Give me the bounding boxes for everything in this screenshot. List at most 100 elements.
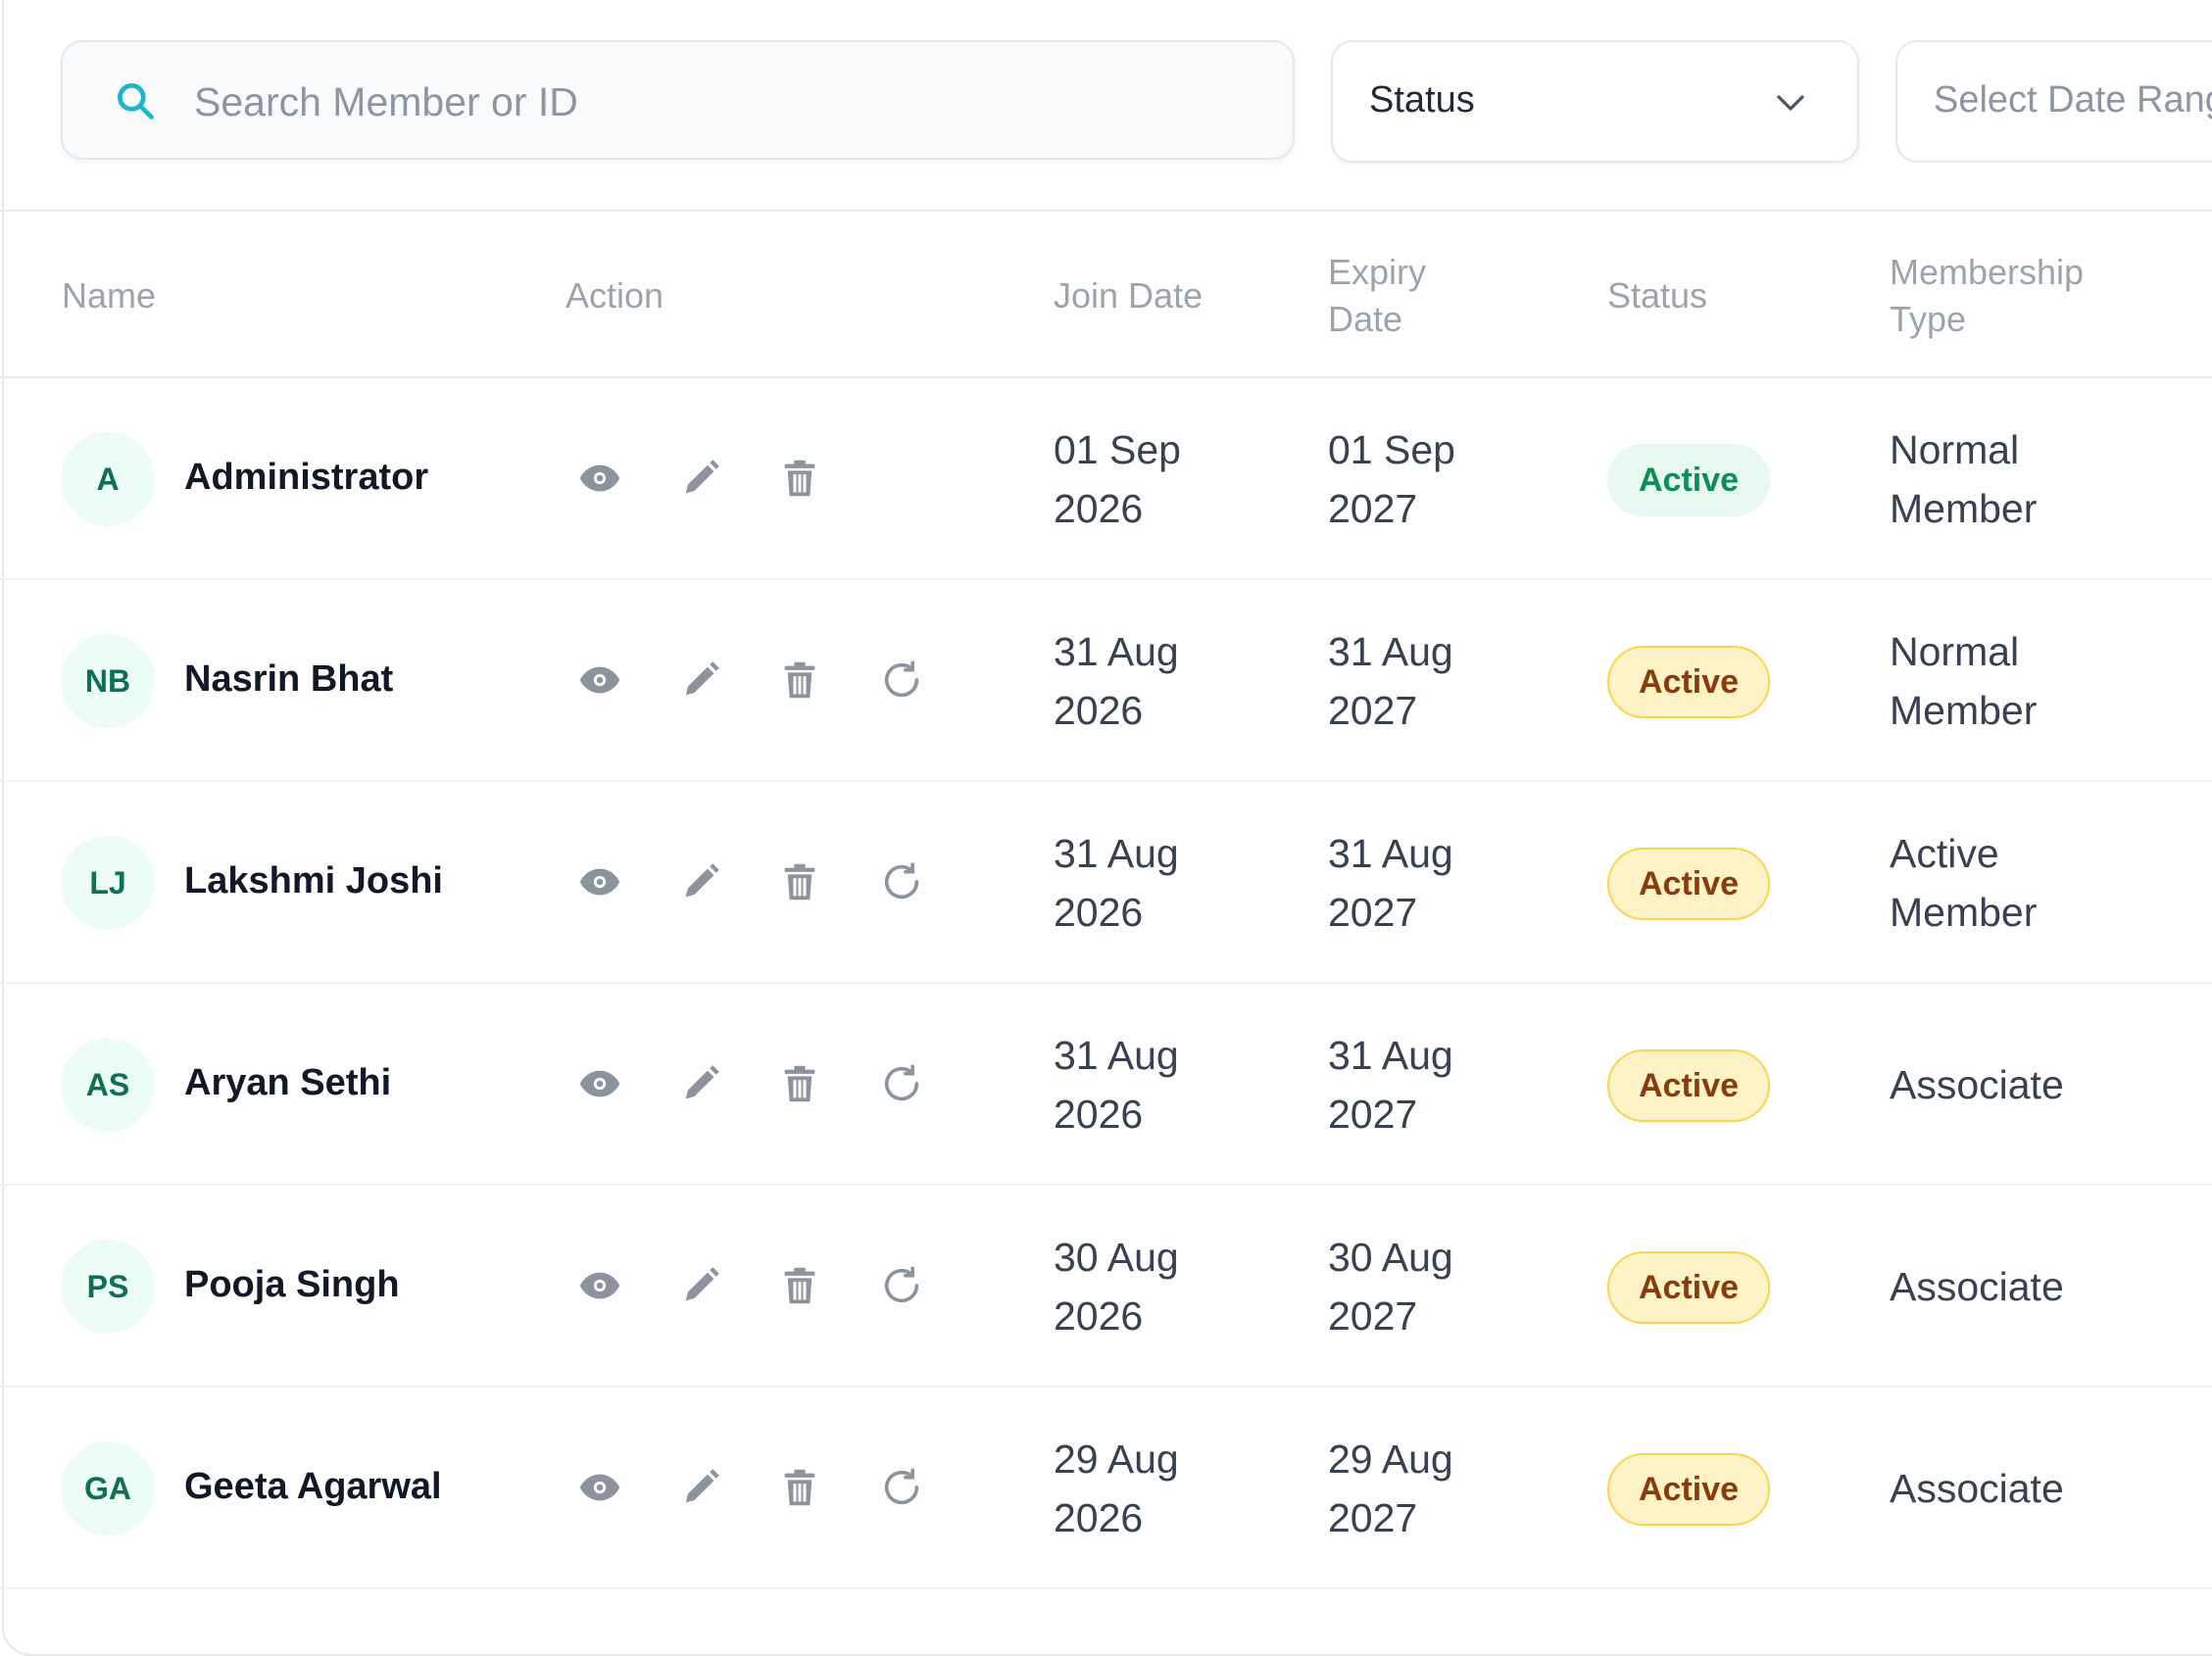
column-header-name: Name [62, 275, 157, 316]
pencil-icon [685, 460, 719, 494]
expiry-date: 31 Aug 2027 [1328, 622, 1453, 740]
expiry-date: 29 Aug 2027 [1328, 1430, 1453, 1547]
view-button[interactable] [577, 456, 622, 501]
renew-button[interactable] [879, 1061, 924, 1106]
delete-button[interactable] [777, 456, 822, 501]
trash-icon [784, 1065, 815, 1102]
membership-type: Normal Member [1890, 622, 2037, 740]
member-name[interactable]: Geeta Agarwal [184, 1466, 442, 1507]
delete-button[interactable] [777, 658, 822, 703]
renew-button[interactable] [879, 859, 924, 904]
expiry-date-day: 30 Aug [1328, 1235, 1453, 1280]
chevron-down-icon [1777, 95, 1804, 111]
status-filter-select[interactable]: Status [1331, 40, 1859, 163]
search-icon [118, 83, 154, 120]
member-name[interactable]: Lakshmi Joshi [184, 860, 443, 901]
avatar: AS [61, 1038, 155, 1132]
pencil-icon [685, 1469, 719, 1503]
view-button[interactable] [577, 1061, 622, 1106]
refresh-icon [884, 1266, 919, 1303]
column-header-expiry-line-1: Expiry [1328, 252, 1427, 292]
eye-icon [579, 666, 620, 694]
pencil-icon [685, 863, 719, 898]
expiry-date-day: 31 Aug [1328, 831, 1453, 876]
delete-button[interactable] [777, 1061, 822, 1106]
avatar: PS [61, 1240, 155, 1334]
edit-button[interactable] [678, 859, 723, 904]
join-date-year: 2026 [1054, 1092, 1144, 1137]
expiry-date-year: 2027 [1328, 486, 1418, 531]
membership-type: Associate [1890, 1062, 2064, 1107]
trash-icon [784, 863, 815, 901]
renew-button[interactable] [879, 658, 924, 703]
column-header-status: Status [1607, 275, 1708, 316]
membership-type-line-2: Member [1890, 486, 2038, 531]
expiry-date-year: 2027 [1328, 1495, 1418, 1540]
trash-icon [784, 460, 815, 497]
column-header-membership-line-2: Type [1890, 299, 1967, 339]
status-badge: Active [1607, 646, 1771, 718]
date-range-picker[interactable]: Select Date Range [1895, 40, 2212, 163]
avatar: NB [61, 634, 155, 728]
delete-button[interactable] [777, 1263, 822, 1308]
table-row[interactable]: AS Aryan Sethi 31 Aug 2026 31 Aug 2027 A… [0, 984, 2212, 1186]
column-header-membership-type: Membership Type [1890, 249, 2084, 343]
avatar: A [61, 432, 155, 526]
delete-button[interactable] [777, 1465, 822, 1510]
membership-type: Associate [1890, 1466, 2064, 1511]
join-date: 31 Aug 2026 [1054, 622, 1179, 740]
membership-type-line-1: Normal [1890, 427, 2020, 472]
eye-icon [579, 1070, 620, 1097]
membership-type-line-2: Member [1890, 688, 2038, 733]
delete-button[interactable] [777, 859, 822, 904]
status-badge: Active [1607, 1251, 1771, 1324]
edit-button[interactable] [678, 1061, 723, 1106]
trash-icon [784, 1267, 815, 1304]
table-row[interactable]: LJ Lakshmi Joshi 31 Aug 2026 31 Aug 2027… [0, 782, 2212, 984]
table-row[interactable]: A Administrator 01 Sep 2026 01 Sep 2027 … [0, 378, 2212, 580]
edit-button[interactable] [678, 456, 723, 501]
table-row[interactable]: NB Nasrin Bhat 31 Aug 2026 31 Aug 2027 A… [0, 580, 2212, 782]
member-name[interactable]: Nasrin Bhat [184, 658, 394, 700]
column-header-expiry-date: Expiry Date [1328, 249, 1426, 343]
member-name[interactable]: Aryan Sethi [184, 1062, 392, 1103]
renew-button[interactable] [879, 1465, 924, 1510]
expiry-date-year: 2027 [1328, 688, 1418, 733]
filter-bar: Status Select Date Range [0, 0, 2212, 212]
status-badge: Active [1607, 1049, 1771, 1122]
join-date-day: 01 Sep [1054, 427, 1181, 472]
status-badge: Active [1607, 848, 1771, 920]
expiry-date-year: 2027 [1328, 1092, 1418, 1137]
edit-button[interactable] [678, 658, 723, 703]
pencil-icon [685, 1267, 719, 1301]
renew-button[interactable] [879, 1263, 924, 1308]
eye-icon [579, 1272, 620, 1299]
edit-button[interactable] [678, 1465, 723, 1510]
trash-icon [784, 661, 815, 699]
join-date: 31 Aug 2026 [1054, 824, 1179, 942]
view-button[interactable] [577, 658, 622, 703]
table-row[interactable]: PS Pooja Singh 30 Aug 2026 30 Aug 2027 A… [0, 1186, 2212, 1388]
membership-type-line-1: Normal [1890, 629, 2020, 674]
refresh-icon [884, 660, 919, 698]
join-date-day: 31 Aug [1054, 831, 1179, 876]
search-box[interactable] [61, 40, 1295, 160]
date-range-placeholder: Select Date Range [1934, 79, 2212, 121]
search-input[interactable] [192, 62, 1254, 142]
expiry-date-day: 01 Sep [1328, 427, 1455, 472]
refresh-icon [884, 1064, 919, 1101]
column-header-membership-line-1: Membership [1890, 252, 2085, 292]
membership-type: Active Member [1890, 824, 2037, 942]
membership-type: Normal Member [1890, 420, 2037, 538]
member-name[interactable]: Pooja Singh [184, 1264, 400, 1305]
view-button[interactable] [577, 859, 622, 904]
eye-icon [579, 868, 620, 896]
eye-icon [579, 1474, 620, 1501]
join-date-year: 2026 [1054, 890, 1144, 935]
member-name[interactable]: Administrator [184, 457, 429, 498]
view-button[interactable] [577, 1465, 622, 1510]
edit-button[interactable] [678, 1263, 723, 1308]
view-button[interactable] [577, 1263, 622, 1308]
expiry-date-year: 2027 [1328, 1293, 1418, 1339]
table-row[interactable]: GA Geeta Agarwal 29 Aug 2026 29 Aug 2027… [0, 1388, 2212, 1589]
